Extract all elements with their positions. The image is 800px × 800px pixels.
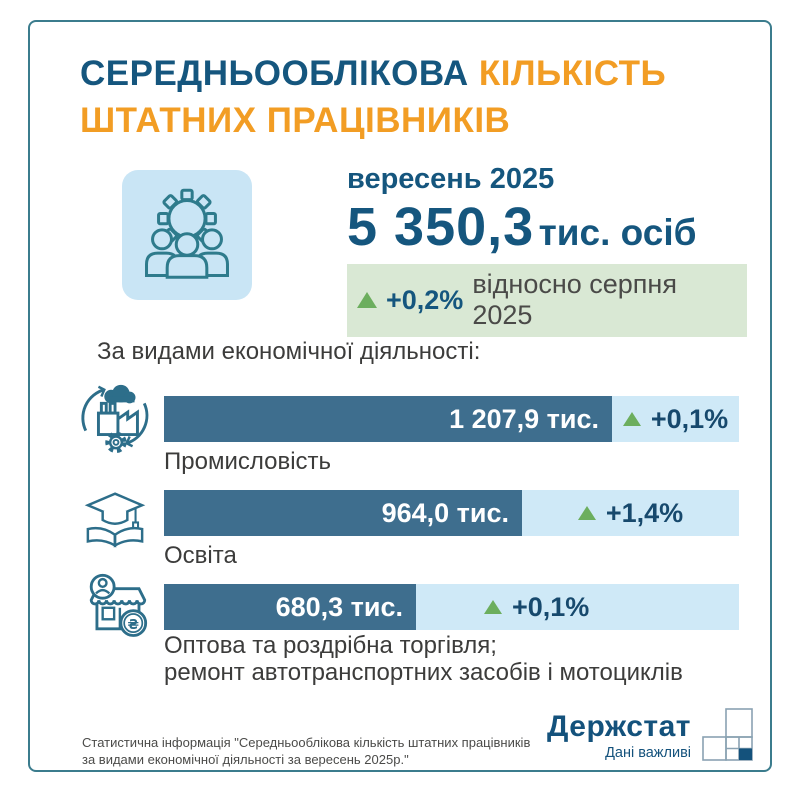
bar-value-label: 680,3 тис. [275, 591, 403, 622]
period-label: вересень 2025 [347, 163, 555, 195]
title-line-2: ШТАТНИХ ПРАЦІВНИКІВ [80, 101, 511, 140]
bar-track-education: +1,4% [522, 490, 739, 536]
trade-icon: ₴ [74, 572, 160, 656]
bar-fill-industry: 1 207,9 тис. [164, 396, 612, 442]
derzhstat-logo: Держстат Дані важливі [547, 708, 754, 762]
hero-stats: вересень 2025 5 350,3 тис. осіб +0,2% ві… [347, 162, 747, 337]
logo-name: Держстат [547, 710, 691, 743]
bar-change-label: +1,4% [605, 497, 684, 528]
bar-track-trade: +0,1% [416, 584, 739, 630]
bar-change-label: +0,1% [650, 403, 729, 434]
change-percent: +0,2% [386, 284, 464, 315]
source-note: Статистична інформація "Середньооблікова… [82, 734, 530, 768]
headline-unit: тис. осіб [538, 212, 697, 253]
bar-fill-education: 964,0 тис. [164, 490, 522, 536]
bar-change-label: +0,1% [512, 591, 590, 622]
headline-number: 5 350,3 [347, 197, 535, 257]
bar-fill-trade: 680,3 тис. [164, 584, 416, 630]
education-icon [78, 482, 152, 558]
up-triangle-icon [577, 506, 596, 520]
up-triangle-icon [357, 292, 377, 308]
bar-track-industry: +0,1% [612, 396, 739, 442]
section-heading: За видами економічної діяльності: [97, 338, 481, 365]
workforce-icon-tile [122, 170, 252, 300]
source-note-line1: Статистична інформація "Середньооблікова… [82, 735, 531, 750]
bar-value-label: 964,0 тис. [381, 497, 509, 528]
up-triangle-icon [484, 600, 502, 614]
title-word-orange: КІЛЬКІСТЬ [478, 54, 667, 93]
change-note: відносно серпня 2025 [472, 269, 677, 330]
bar-category-label-line2: ремонт автотранспортних засобів і мотоци… [164, 659, 683, 686]
up-triangle-icon [622, 412, 641, 426]
industry-icon [72, 378, 160, 456]
derzhstat-logo-text: Держстат Дані важливі [547, 711, 691, 762]
headline-value: 5 350,3 тис. осіб [347, 198, 747, 256]
bar-industry: 1 207,9 тис. +0,1% [164, 396, 739, 442]
people-gear-icon [145, 188, 229, 279]
derzhstat-logo-mark [702, 708, 753, 761]
change-badge: +0,2% відносно серпня 2025 [347, 264, 747, 337]
bar-value-label: 1 207,9 тис. [449, 403, 599, 434]
title-line-1: СЕРЕДНЬООБЛІКОВА КІЛЬКІСТЬ [80, 50, 666, 97]
bar-category-label: Освіта [164, 542, 237, 569]
logo-tagline: Дані важливі [605, 745, 691, 761]
bar-category-label: Оптова та роздрібна торгівля; ремонт авт… [164, 632, 683, 686]
bar-category-label-line1: Оптова та роздрібна торгівля; [164, 632, 497, 659]
title-word-blue: СЕРЕДНЬООБЛІКОВА [80, 54, 469, 93]
page-title: СЕРЕДНЬООБЛІКОВА КІЛЬКІСТЬ ШТАТНИХ ПРАЦІ… [80, 50, 666, 144]
bar-education: 964,0 тис. +1,4% [164, 490, 739, 536]
infographic-card: СЕРЕДНЬООБЛІКОВА КІЛЬКІСТЬ ШТАТНИХ ПРАЦІ… [28, 20, 772, 772]
bar-trade: 680,3 тис. +0,1% [164, 584, 739, 630]
svg-text:₴: ₴ [128, 618, 139, 633]
bar-category-label: Промисловість [164, 448, 332, 475]
source-note-line2: за видами економічної діяльності за вере… [82, 752, 409, 767]
